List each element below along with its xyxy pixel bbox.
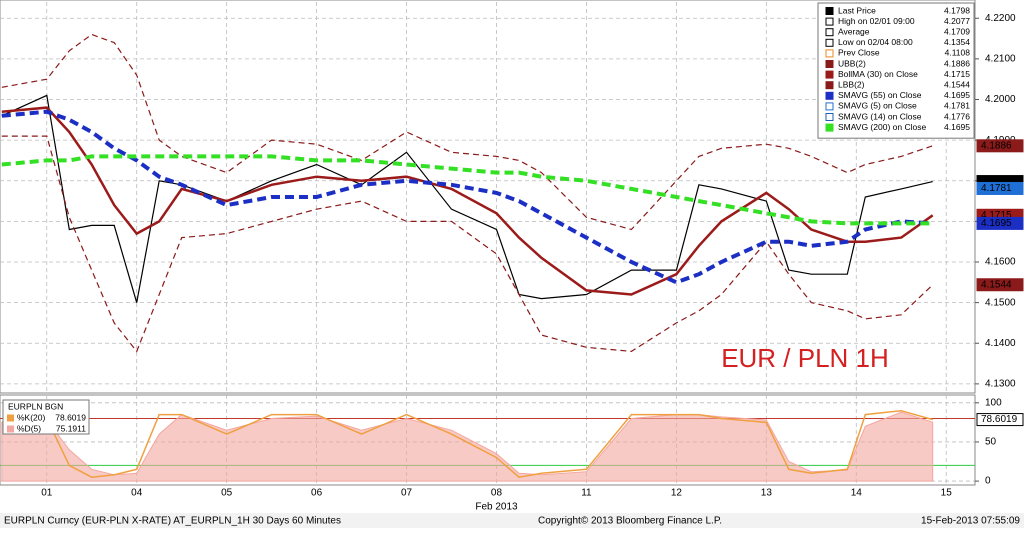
- legend-value: 4.1709: [944, 26, 970, 36]
- legend-swatch: [7, 414, 14, 422]
- series-area: [1, 411, 934, 482]
- legend-value: 75.1911: [56, 423, 86, 433]
- legend-label: Last Price: [838, 5, 876, 15]
- x-tick-label: 01: [41, 488, 53, 499]
- price-tag-label: 78.6019: [981, 414, 1018, 425]
- y-tick-label: 4.1400: [985, 338, 1016, 349]
- footer-bar: [0, 513, 1024, 528]
- legend-swatch: [825, 7, 834, 15]
- price-tag: [976, 216, 1024, 230]
- legend-value: 4.1886: [944, 58, 970, 68]
- series-line: [1, 106, 934, 296]
- legend-label: Average: [838, 26, 870, 36]
- y-tick-label: 50: [985, 437, 997, 448]
- series-line: [1, 409, 933, 478]
- legend-box: [817, 2, 975, 139]
- x-tick-label: 13: [761, 488, 773, 499]
- legend-swatch: [825, 28, 834, 37]
- series-line: [1, 109, 933, 285]
- legend-value: 4.1715: [944, 69, 970, 79]
- legend-label: Prev Close: [838, 48, 880, 58]
- legend-swatch: [825, 38, 834, 47]
- legend-label: UBB(2): [838, 58, 866, 68]
- legend-value: 4.1695: [944, 90, 970, 100]
- footer-left: EURPLN Curncy (EUR-PLN X-RATE) AT_EURPLN…: [4, 516, 341, 527]
- y-tick-label: 100: [985, 397, 1002, 408]
- legend-label: %K(20): [17, 412, 46, 422]
- y-tick-label: 4.2000: [985, 94, 1016, 105]
- legend-label: High on 02/01 09:00: [838, 16, 915, 26]
- x-tick-label: 12: [671, 488, 683, 499]
- legend-swatch: [825, 91, 834, 100]
- legend-swatch: [825, 123, 834, 132]
- legend-value: 4.1354: [944, 37, 970, 47]
- price-tag: [976, 139, 1024, 153]
- x-tick-label: 08: [491, 488, 503, 499]
- chart-annotation: EUR / PLN 1H: [721, 343, 889, 373]
- x-tick-label: 11: [581, 488, 592, 499]
- price-tag-label: 4.1781: [981, 183, 1012, 194]
- x-tick-label: 15: [941, 488, 953, 499]
- legend-swatch: [825, 81, 834, 90]
- legend-label: Low on 02/04 08:00: [838, 37, 913, 47]
- legend-value: 4.1798: [944, 5, 970, 15]
- legend-value: 4.1544: [944, 79, 970, 89]
- x-tick-label: 04: [131, 488, 143, 499]
- legend-value: 78.6019: [55, 412, 86, 422]
- main-panel: [0, 0, 976, 394]
- legend-swatch: [825, 113, 834, 121]
- x-tick-label: 14: [851, 488, 863, 499]
- legend-swatch: [825, 70, 834, 79]
- legend-value: 4.1776: [944, 111, 970, 121]
- y-tick-label: 4.2100: [985, 54, 1016, 65]
- footer-center: Copyright© 2013 Bloomberg Finance L.P.: [538, 516, 722, 527]
- price-tag-label: 4.1886: [981, 140, 1012, 151]
- legend-value: 4.2077: [944, 16, 970, 26]
- series-line: [1, 94, 933, 303]
- y-tick-label: 0: [985, 476, 991, 487]
- series-line: [1, 154, 933, 226]
- legend-swatch: [7, 425, 14, 433]
- panel-title: EURPLN BGN: [8, 401, 63, 411]
- x-tick-label: 07: [401, 488, 413, 499]
- y-tick-label: 4.2200: [985, 13, 1016, 24]
- legend-value: 4.1781: [944, 101, 970, 111]
- y-tick-label: 4.1300: [985, 379, 1016, 390]
- footer-right: 15-Feb-2013 07:55:09: [921, 516, 1020, 527]
- series-line: [1, 33, 933, 231]
- legend-label: SMAVG (55) on Close: [838, 90, 922, 100]
- legend-swatch: [825, 17, 834, 26]
- price-tag-label: 4.1695: [981, 218, 1012, 229]
- price-tag: [976, 278, 1024, 292]
- price-tag: [976, 413, 1024, 427]
- y-tick-label: 4.1600: [985, 257, 1016, 268]
- legend-label: BollMA (30) on Close: [838, 69, 918, 79]
- price-tag-label: 4.1544: [981, 279, 1012, 290]
- price-tag: [976, 181, 1024, 195]
- price-tag-label: 4.1798: [981, 176, 1012, 187]
- legend-label: SMAVG (14) on Close: [838, 111, 922, 121]
- y-tick-label: 4.1500: [985, 297, 1016, 308]
- price-tag-label: 4.1715: [981, 210, 1012, 221]
- legend-value: 4.1108: [945, 48, 971, 58]
- x-tick-label: 05: [221, 488, 233, 499]
- legend-label: SMAVG (5) on Close: [838, 101, 917, 111]
- x-tick-label: 06: [311, 488, 323, 499]
- legend-swatch: [825, 60, 834, 68]
- legend-swatch: [825, 102, 834, 111]
- legend-box: [2, 399, 90, 435]
- legend-value: 4.1695: [944, 122, 970, 132]
- legend-swatch: [825, 49, 834, 58]
- legend-label: LBB(2): [838, 79, 865, 89]
- x-axis-label: Feb 2013: [475, 502, 518, 513]
- legend-label: %D(5): [17, 423, 41, 433]
- legend-label: SMAVG (200) on Close: [838, 122, 926, 132]
